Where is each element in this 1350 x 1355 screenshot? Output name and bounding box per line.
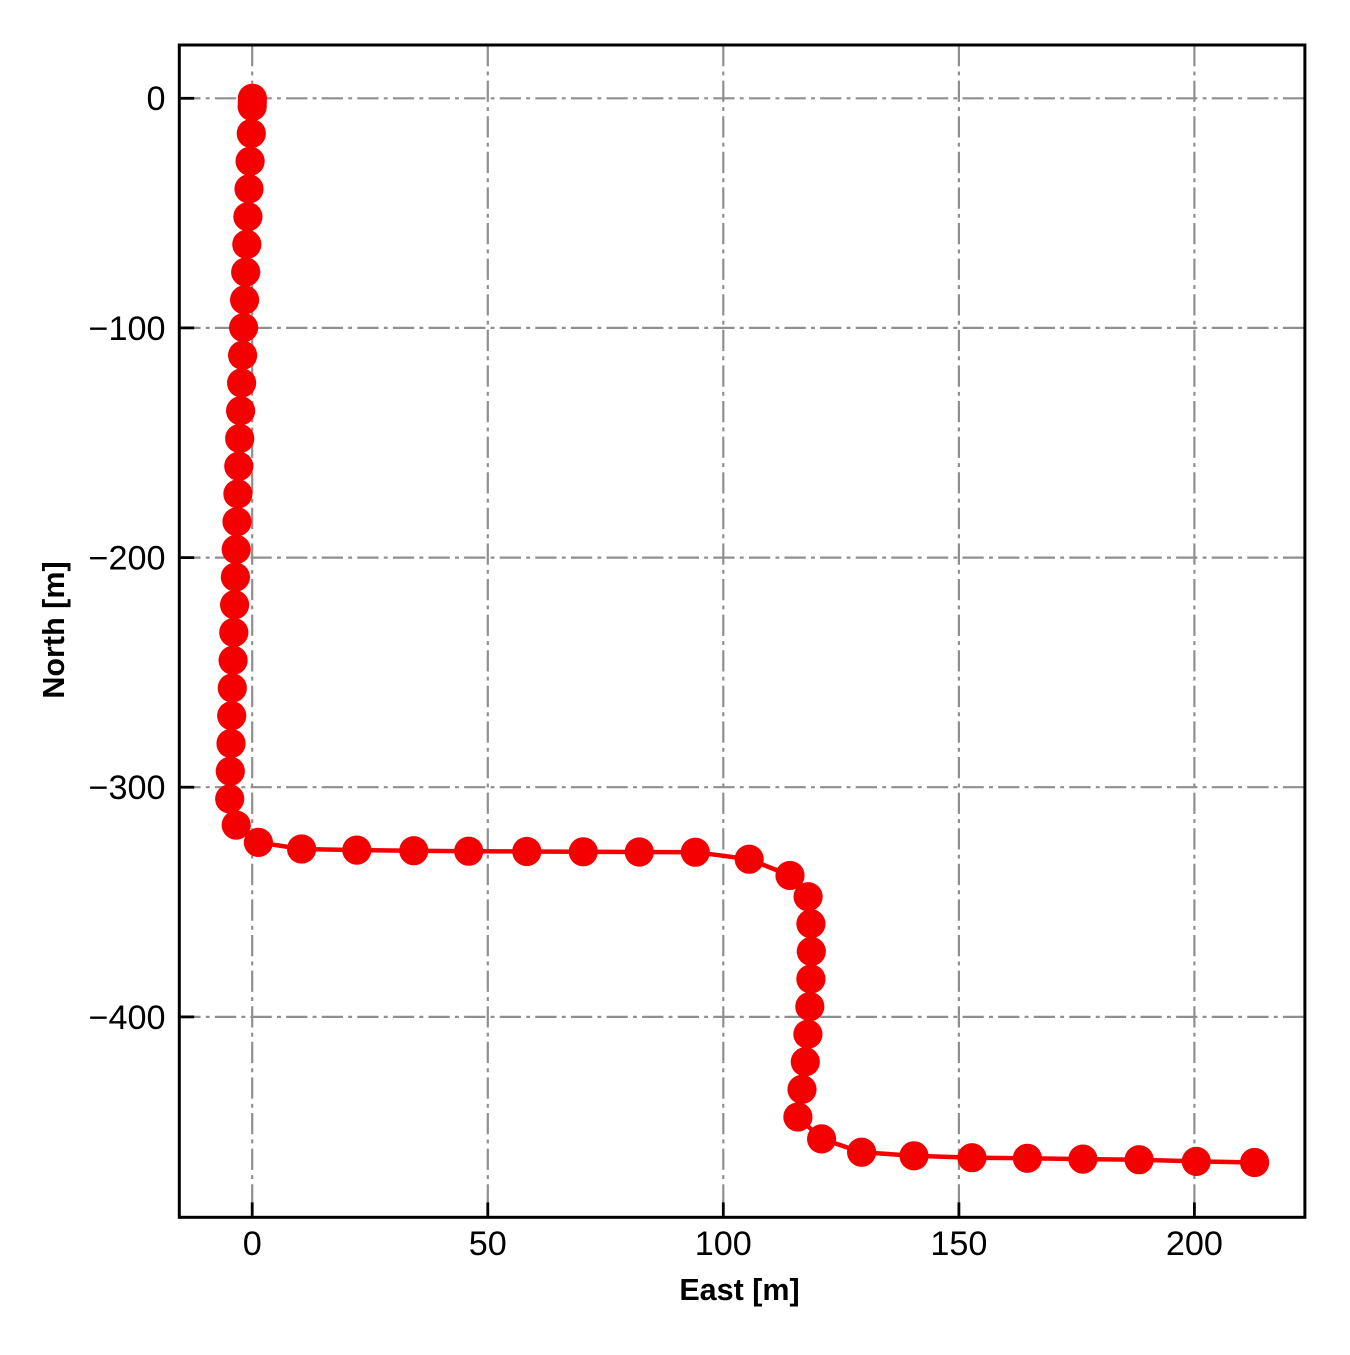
svg-text:100: 100: [695, 1225, 752, 1263]
svg-text:−100: −100: [88, 310, 165, 348]
svg-text:150: 150: [930, 1225, 987, 1263]
svg-text:−400: −400: [88, 999, 165, 1037]
svg-text:0: 0: [146, 80, 165, 118]
svg-text:East [m]: East [m]: [679, 1273, 799, 1307]
svg-text:0: 0: [243, 1225, 262, 1263]
svg-text:200: 200: [1166, 1225, 1223, 1263]
svg-text:50: 50: [469, 1225, 507, 1263]
svg-text:−200: −200: [88, 540, 165, 578]
svg-text:North [m]: North [m]: [37, 561, 71, 698]
svg-text:−300: −300: [88, 769, 165, 807]
